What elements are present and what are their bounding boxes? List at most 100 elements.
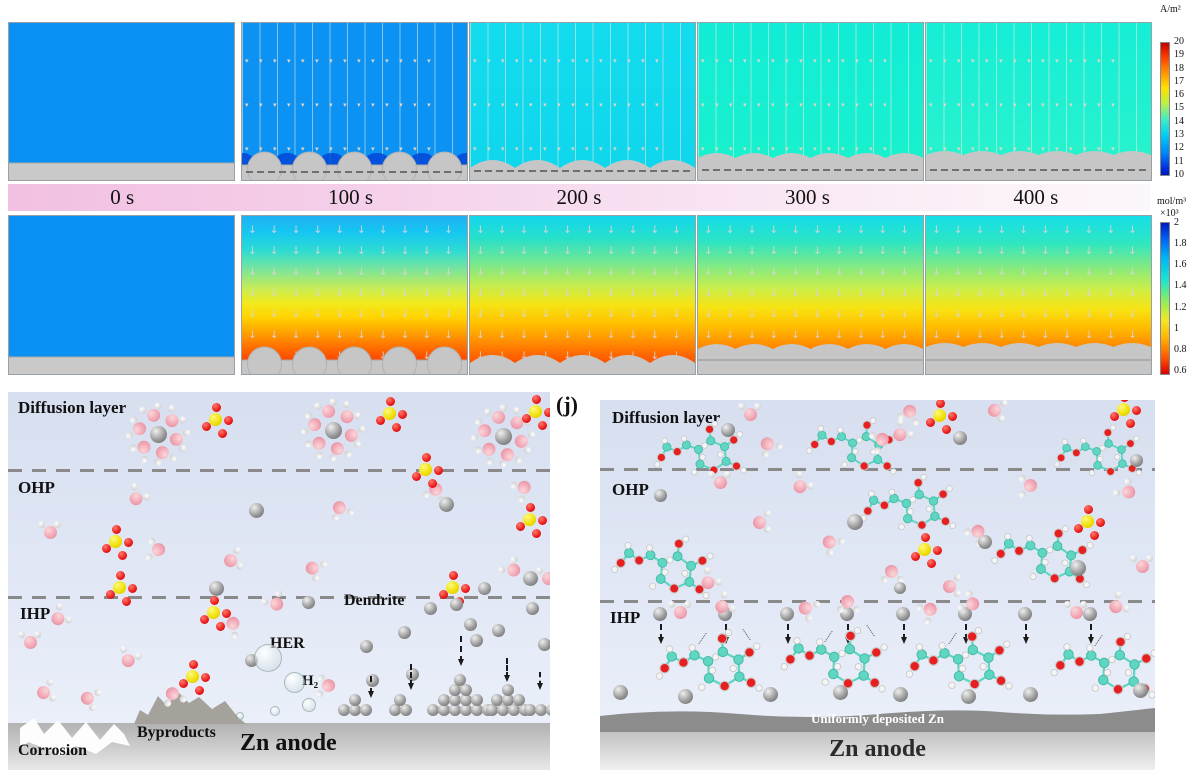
sim-conc-400s: ↓↓↓↓↓↓↓↓↓↓ ↓↓↓↓↓↓↓↓↓↓ ↓↓↓↓↓↓↓↓↓↓ ↓↓↓↓↓↓↓↓↓↓… bbox=[925, 215, 1152, 375]
oxygen-atom bbox=[386, 397, 395, 406]
ihp-boundary-line bbox=[600, 600, 1155, 603]
oxygen-atom bbox=[461, 584, 470, 593]
oxygen-atom bbox=[124, 538, 133, 547]
additive-molecule bbox=[991, 525, 1094, 589]
oxygen-atom bbox=[921, 533, 930, 542]
byproducts-mound bbox=[134, 691, 246, 724]
label-uniform-zn: Uniformly deposited Zn bbox=[811, 711, 944, 726]
oxygen-atom bbox=[544, 408, 550, 417]
oxygen-atom bbox=[102, 544, 111, 553]
zn-atom bbox=[437, 694, 450, 706]
sim-conc-0s bbox=[8, 215, 235, 375]
oxygen-atom bbox=[189, 660, 198, 669]
zn-ion bbox=[494, 427, 512, 445]
oxygen-atom bbox=[490, 409, 507, 425]
hydrogen-atom bbox=[313, 401, 322, 410]
colorbar-current-ticks: 20 19 18 17 16 15 14 13 12 11 10 bbox=[1174, 37, 1184, 180]
streamlines bbox=[470, 23, 695, 180]
oxygen-atom bbox=[439, 590, 448, 599]
sulfur-atom bbox=[109, 535, 122, 548]
ohp-boundary-line bbox=[8, 469, 550, 472]
zn-ion bbox=[612, 684, 628, 700]
oxygen-atom bbox=[714, 476, 727, 489]
hydrogen-atom bbox=[328, 454, 338, 463]
electrode-surface bbox=[926, 151, 1151, 180]
down-arrow bbox=[1022, 624, 1029, 644]
hydrogen-atom bbox=[63, 614, 74, 625]
zn-ion bbox=[1132, 682, 1148, 698]
time-label: 200 s bbox=[556, 185, 602, 209]
hydrogen-atom bbox=[341, 399, 352, 410]
hydrogen-atom bbox=[536, 567, 543, 574]
zn-atom bbox=[349, 704, 361, 716]
oxygen-atom bbox=[267, 595, 286, 614]
down-arrow bbox=[503, 658, 510, 682]
hydrogen-atom bbox=[166, 403, 177, 414]
hydrogen-atom bbox=[719, 590, 730, 600]
zn-atom bbox=[459, 694, 472, 706]
hydrogen-atom bbox=[138, 405, 147, 414]
colorbar-current-unit: A/m² bbox=[1160, 4, 1181, 15]
hydrogen-atom bbox=[34, 631, 41, 638]
zn-anode-band bbox=[600, 732, 1155, 770]
down-arrow bbox=[900, 624, 907, 644]
zn-atom bbox=[470, 704, 483, 716]
hydrogen-atom bbox=[1111, 487, 1122, 498]
oxygen-atom bbox=[222, 609, 231, 618]
hydrogen-atom bbox=[314, 450, 325, 461]
down-arrow bbox=[457, 636, 464, 666]
oxygen-atom bbox=[1120, 400, 1129, 402]
zn-ion bbox=[1070, 560, 1086, 576]
zn-atom bbox=[526, 602, 539, 615]
hydrogen-atom bbox=[498, 460, 508, 469]
electrode-surface bbox=[9, 162, 234, 180]
zn-ion bbox=[721, 423, 735, 437]
hydrogen-atom bbox=[177, 414, 188, 425]
colorbar-conc-tick: 1.8 bbox=[1174, 238, 1187, 250]
oxygen-atom bbox=[1024, 479, 1037, 492]
additive-molecule bbox=[1053, 424, 1142, 476]
hydrogen-atom bbox=[498, 403, 508, 412]
zn-atom bbox=[535, 704, 547, 716]
label-ohp: OHP bbox=[18, 478, 55, 497]
hydrogen-atom bbox=[260, 596, 270, 607]
hydrogen-atom bbox=[668, 601, 675, 608]
hydrogen-atom bbox=[1146, 555, 1153, 562]
hydrogen-atom bbox=[764, 510, 771, 517]
zn-atom bbox=[349, 694, 361, 706]
down-arrow bbox=[1087, 624, 1094, 644]
label-dendrite: Dendrite bbox=[344, 592, 405, 609]
hydrogen-atom bbox=[182, 428, 192, 438]
hydrogen-atom bbox=[54, 521, 61, 528]
sim-conc-200s: ↓↓↓↓↓↓↓↓↓↓ ↓↓↓↓↓↓↓↓↓↓ ↓↓↓↓↓↓↓↓↓↓ ↓↓↓↓↓↓↓↓↓↓… bbox=[469, 215, 696, 375]
oxygen-atom bbox=[526, 503, 535, 512]
zn-ion bbox=[653, 488, 667, 502]
oxygen-atom bbox=[744, 408, 757, 421]
hydrogen-atom bbox=[346, 507, 356, 517]
label-zn-anode: Zn anode bbox=[240, 730, 337, 756]
zn-atom bbox=[491, 694, 503, 706]
oxygen-atom bbox=[538, 421, 547, 430]
colorbar-current-tick: 12 bbox=[1174, 142, 1184, 154]
zn-atom bbox=[388, 704, 401, 716]
time-label: 0 s bbox=[110, 185, 135, 209]
additive-molecule bbox=[806, 417, 899, 475]
hydrogen-atom bbox=[352, 410, 363, 421]
zn-atom bbox=[496, 704, 509, 716]
sulfur-atom bbox=[918, 543, 931, 556]
zn-ion bbox=[894, 582, 906, 594]
zn-ion bbox=[978, 535, 992, 549]
oxygen-atom bbox=[200, 615, 209, 624]
zn-atom bbox=[459, 684, 472, 696]
time-label: 300 s bbox=[784, 185, 830, 209]
oxygen-atom bbox=[112, 525, 121, 534]
electrode-surface bbox=[698, 344, 923, 374]
zn-atom bbox=[406, 668, 419, 681]
oxygen-atom bbox=[1110, 412, 1119, 421]
electrode-surface bbox=[470, 160, 695, 180]
sulfur-atom bbox=[933, 409, 946, 422]
zn-atom bbox=[454, 674, 466, 686]
colorbar-conc-ticks: 2 1.8 1.6 1.4 1.2 1 0.8 0.6 bbox=[1174, 218, 1187, 376]
zn-atom bbox=[424, 602, 437, 615]
